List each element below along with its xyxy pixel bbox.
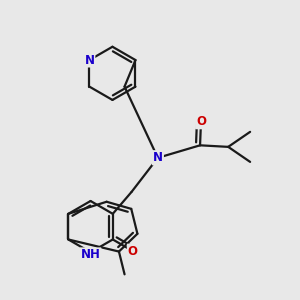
Text: N: N (153, 151, 163, 164)
Text: NH: NH (81, 248, 100, 261)
Text: O: O (128, 244, 138, 257)
Text: N: N (153, 151, 163, 164)
Text: O: O (196, 115, 206, 128)
Text: N: N (84, 54, 94, 67)
